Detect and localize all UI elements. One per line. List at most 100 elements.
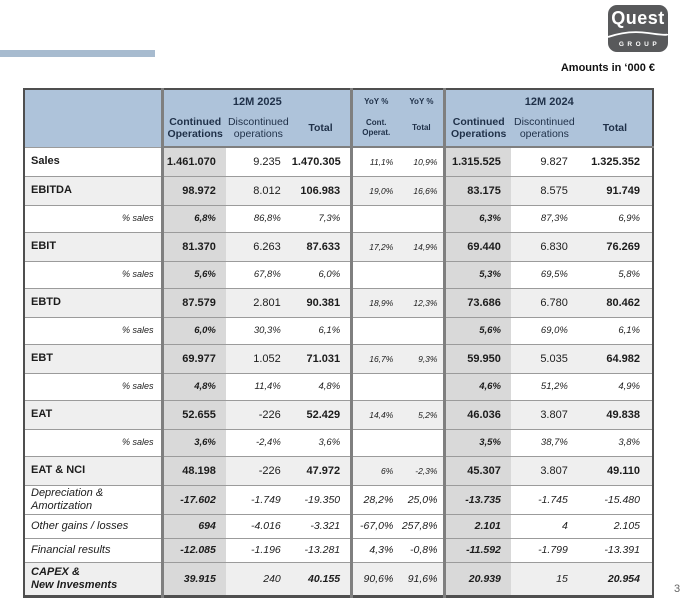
- col-header-2025-continued: Continued Operations: [162, 113, 226, 148]
- cell-2025-continued: 4,8%: [162, 372, 226, 400]
- cell-2025-total: 90.381: [290, 287, 354, 317]
- table-row: Depreciation & Amortization -17.602 -1.749…: [24, 484, 653, 515]
- table-row: EBITDA 98.972 8.012 106.983 19,0% 16,6% 83.175…: [24, 175, 653, 205]
- cell-2024-total: 6,9%: [577, 204, 653, 232]
- table-header-columns: Continued Operations Discontinued operat…: [24, 113, 653, 148]
- cell-2024-continued: 46.036: [444, 399, 511, 429]
- cell-2025-discontinued: -226: [225, 455, 291, 485]
- page-number: 3: [674, 583, 681, 595]
- amounts-note: Amounts in ‘000 €: [560, 62, 655, 74]
- cell-2024-discontinued: 6.780: [510, 287, 578, 317]
- cell-2025-discontinued: 11,4%: [225, 372, 291, 400]
- table-row: EBIT 81.370 6.263 87.633 17,2% 14,9% 69.440 6.8…: [24, 231, 653, 261]
- table-row: Sales 1.461.070 9.235 1.470.305 11,1% 10,9% 1.…: [24, 146, 653, 176]
- cell-yoy-total: 16,6%: [399, 175, 447, 205]
- cell-yoy-cont: [351, 428, 400, 456]
- cell-2025-total: -3.321: [290, 513, 354, 539]
- cell-2024-continued: 69.440: [444, 231, 511, 261]
- cell-2024-total: 64.982: [577, 343, 653, 373]
- col-header-2024-discontinued: Discontinued operations: [510, 113, 578, 148]
- cell-2025-total: 3,6%: [290, 428, 354, 456]
- row-label: % sales: [24, 204, 165, 232]
- cell-2024-total: 49.110: [577, 455, 653, 485]
- cell-2025-discontinued: -1.196: [225, 537, 291, 563]
- cell-2024-discontinued: 3.807: [510, 455, 578, 485]
- cell-2024-discontinued: 4: [510, 513, 578, 539]
- cell-2024-total: 80.462: [577, 287, 653, 317]
- cell-yoy-total: [399, 260, 447, 288]
- accent-bar: [0, 50, 155, 57]
- cell-2024-continued: 45.307: [444, 455, 511, 485]
- table-row: % sales 5,6% 67,8% 6,0% 5,3% 69,5% 5,8%: [24, 260, 653, 288]
- cell-yoy-total: 9,3%: [399, 343, 447, 373]
- cell-2025-total: 47.972: [290, 455, 354, 485]
- table-row: EBTD 87.579 2.801 90.381 18,9% 12,3% 73.686 6.7…: [24, 287, 653, 317]
- cell-2024-total: 49.838: [577, 399, 653, 429]
- cell-2025-discontinued: -4.016: [225, 513, 291, 539]
- row-label: Depreciation & Amortization: [24, 484, 165, 515]
- cell-yoy-cont: 90,6%: [351, 561, 400, 597]
- cell-2025-total: 4,8%: [290, 372, 354, 400]
- cell-2024-continued: 3,5%: [444, 428, 511, 456]
- group-header-yoy-total: YoY %: [399, 89, 447, 113]
- cell-2025-continued: 52.655: [162, 399, 226, 429]
- cell-2025-discontinued: 67,8%: [225, 260, 291, 288]
- cell-2024-discontinued: 9.827: [510, 146, 578, 176]
- cell-yoy-cont: 16,7%: [351, 343, 400, 373]
- row-label: EAT & NCI: [24, 455, 165, 485]
- row-label: % sales: [24, 372, 165, 400]
- cell-2025-total: -13.281: [290, 537, 354, 563]
- row-label: EBT: [24, 343, 165, 373]
- cell-2025-continued: -17.602: [162, 484, 226, 515]
- cell-2025-total: 40.155: [290, 561, 354, 597]
- cell-2024-discontinued: 3.807: [510, 399, 578, 429]
- row-label: Other gains / losses: [24, 513, 165, 539]
- col-header-2024-continued: Continued Operations: [444, 113, 511, 148]
- cell-2025-continued: 1.461.070: [162, 146, 226, 176]
- cell-yoy-total: 5,2%: [399, 399, 447, 429]
- row-label: % sales: [24, 428, 165, 456]
- cell-2025-continued: 6,0%: [162, 316, 226, 344]
- cell-yoy-cont: [351, 204, 400, 232]
- cell-2025-discontinued: -1.749: [225, 484, 291, 515]
- cell-2024-continued: 5,3%: [444, 260, 511, 288]
- cell-2024-continued: 1.315.525: [444, 146, 511, 176]
- cell-2025-discontinued: 1.052: [225, 343, 291, 373]
- cell-2025-continued: 39.915: [162, 561, 226, 597]
- cell-2024-continued: 2.101: [444, 513, 511, 539]
- table-row: CAPEX & New Invesments 39.915 240 40.155 90,…: [24, 561, 653, 597]
- cell-yoy-cont: [351, 260, 400, 288]
- cell-2025-continued: 6,8%: [162, 204, 226, 232]
- cell-2024-total: 2.105: [577, 513, 653, 539]
- cell-2024-total: 5,8%: [577, 260, 653, 288]
- row-label: EAT: [24, 399, 165, 429]
- table-row: % sales 6,0% 30,3% 6,1% 5,6% 69,0% 6,1%: [24, 316, 653, 344]
- cell-yoy-total: [399, 372, 447, 400]
- cell-2024-total: 6,1%: [577, 316, 653, 344]
- cell-yoy-cont: [351, 372, 400, 400]
- table-row: % sales 4,8% 11,4% 4,8% 4,6% 51,2% 4,9%: [24, 372, 653, 400]
- cell-2025-total: 52.429: [290, 399, 354, 429]
- cell-2024-discontinued: 87,3%: [510, 204, 578, 232]
- cell-2025-total: 6,1%: [290, 316, 354, 344]
- cell-2025-discontinued: 9.235: [225, 146, 291, 176]
- cell-2025-discontinued: 86,8%: [225, 204, 291, 232]
- cell-yoy-total: -2,3%: [399, 455, 447, 485]
- row-label: % sales: [24, 260, 165, 288]
- cell-2024-continued: 4,6%: [444, 372, 511, 400]
- logo-swoosh-icon: [608, 31, 668, 38]
- cell-yoy-cont: 6%: [351, 455, 400, 485]
- quest-group-logo: Quest GROUP: [608, 5, 668, 52]
- cell-2025-total: 71.031: [290, 343, 354, 373]
- cell-2025-continued: 3,6%: [162, 428, 226, 456]
- cell-2024-continued: -11.592: [444, 537, 511, 563]
- col-header-yoy-total: Total: [399, 113, 447, 148]
- cell-2024-continued: 5,6%: [444, 316, 511, 344]
- table-row: Other gains / losses 694 -4.016 -3.321 -67,0…: [24, 513, 653, 539]
- row-label: % sales: [24, 316, 165, 344]
- cell-2024-total: -15.480: [577, 484, 653, 515]
- cell-yoy-total: [399, 316, 447, 344]
- col-header-yoy-cont: Cont. Operat.: [351, 113, 400, 148]
- table-header-groups: 12M 2025 YoY % YoY % 12M 2024: [24, 89, 653, 147]
- cell-2024-discontinued: 6.830: [510, 231, 578, 261]
